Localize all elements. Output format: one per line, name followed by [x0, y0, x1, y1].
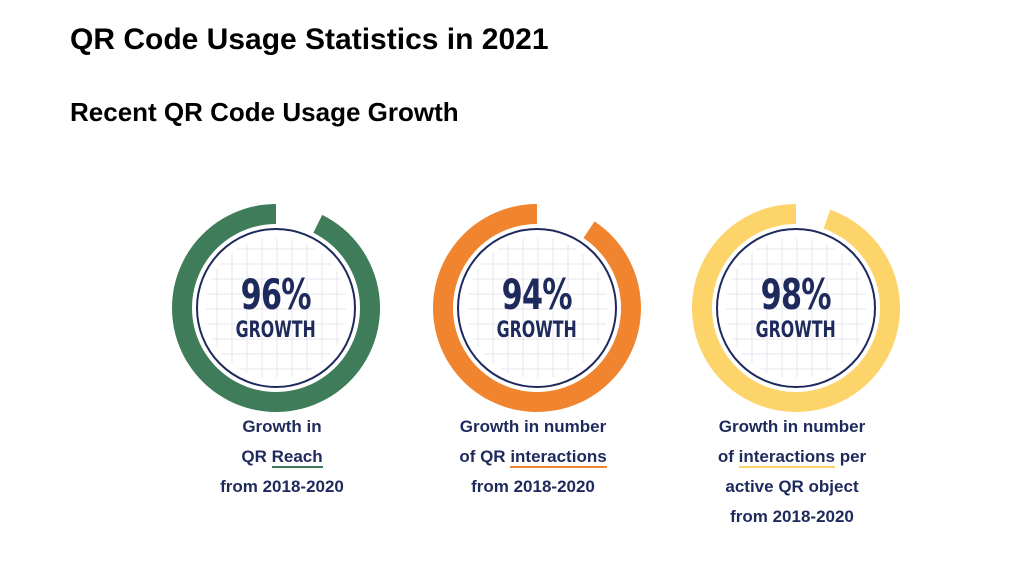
- gauge-per-object-value: 98%: [760, 270, 832, 319]
- gauge-reach-label: GROWTH: [235, 318, 317, 343]
- gauge-reach-value: 96%: [240, 270, 312, 319]
- gauge-per-object: 98% GROWTH: [692, 204, 900, 412]
- caption-line: of interactions per: [717, 447, 867, 468]
- gauge-reach: 96% GROWTH: [172, 204, 380, 412]
- caption-line: from 2018-2020: [220, 477, 344, 496]
- caption-interactions: Growth in number of QR interactions from 2…: [413, 412, 653, 502]
- gauge-interactions-value: 94%: [501, 270, 573, 319]
- gauge-per-object-svg: [692, 204, 900, 412]
- gauge-per-object-center: 98% GROWTH: [692, 204, 900, 412]
- caption-line: Growth in: [242, 417, 322, 436]
- caption-line: QR Reach: [241, 447, 323, 468]
- gauge-inner-ring: [196, 228, 356, 388]
- caption-line: from 2018-2020: [730, 507, 854, 526]
- gauge-interactions-label: GROWTH: [496, 318, 578, 343]
- section-subtitle: Recent QR Code Usage Growth: [70, 97, 459, 127]
- caption-line: Growth in number: [718, 417, 866, 436]
- gauge-inner-ring: [457, 228, 617, 388]
- gauge-per-object-label: GROWTH: [755, 318, 837, 343]
- caption-line: of QR interactions: [459, 447, 607, 468]
- caption-highlight: Reach: [271, 447, 323, 468]
- gauge-reach-center: 96% GROWTH: [172, 204, 380, 412]
- caption-reach: Growth in QR Reach from 2018-2020: [162, 412, 402, 502]
- caption-per-object: Growth in number of interactions per activ…: [672, 412, 912, 532]
- caption-highlight: interactions: [738, 447, 835, 468]
- caption-line: Growth in number: [459, 417, 607, 436]
- gauge-interactions: 94% GROWTH: [433, 204, 641, 412]
- caption-highlight: interactions: [510, 447, 607, 468]
- gauge-inner-ring: [716, 228, 876, 388]
- gauge-reach-svg: [172, 204, 380, 412]
- caption-line: active QR object: [725, 477, 859, 496]
- gauge-interactions-svg: [433, 204, 641, 412]
- gauge-interactions-center: 94% GROWTH: [433, 204, 641, 412]
- page-title: QR Code Usage Statistics in 2021: [70, 23, 549, 56]
- caption-line: from 2018-2020: [471, 477, 595, 496]
